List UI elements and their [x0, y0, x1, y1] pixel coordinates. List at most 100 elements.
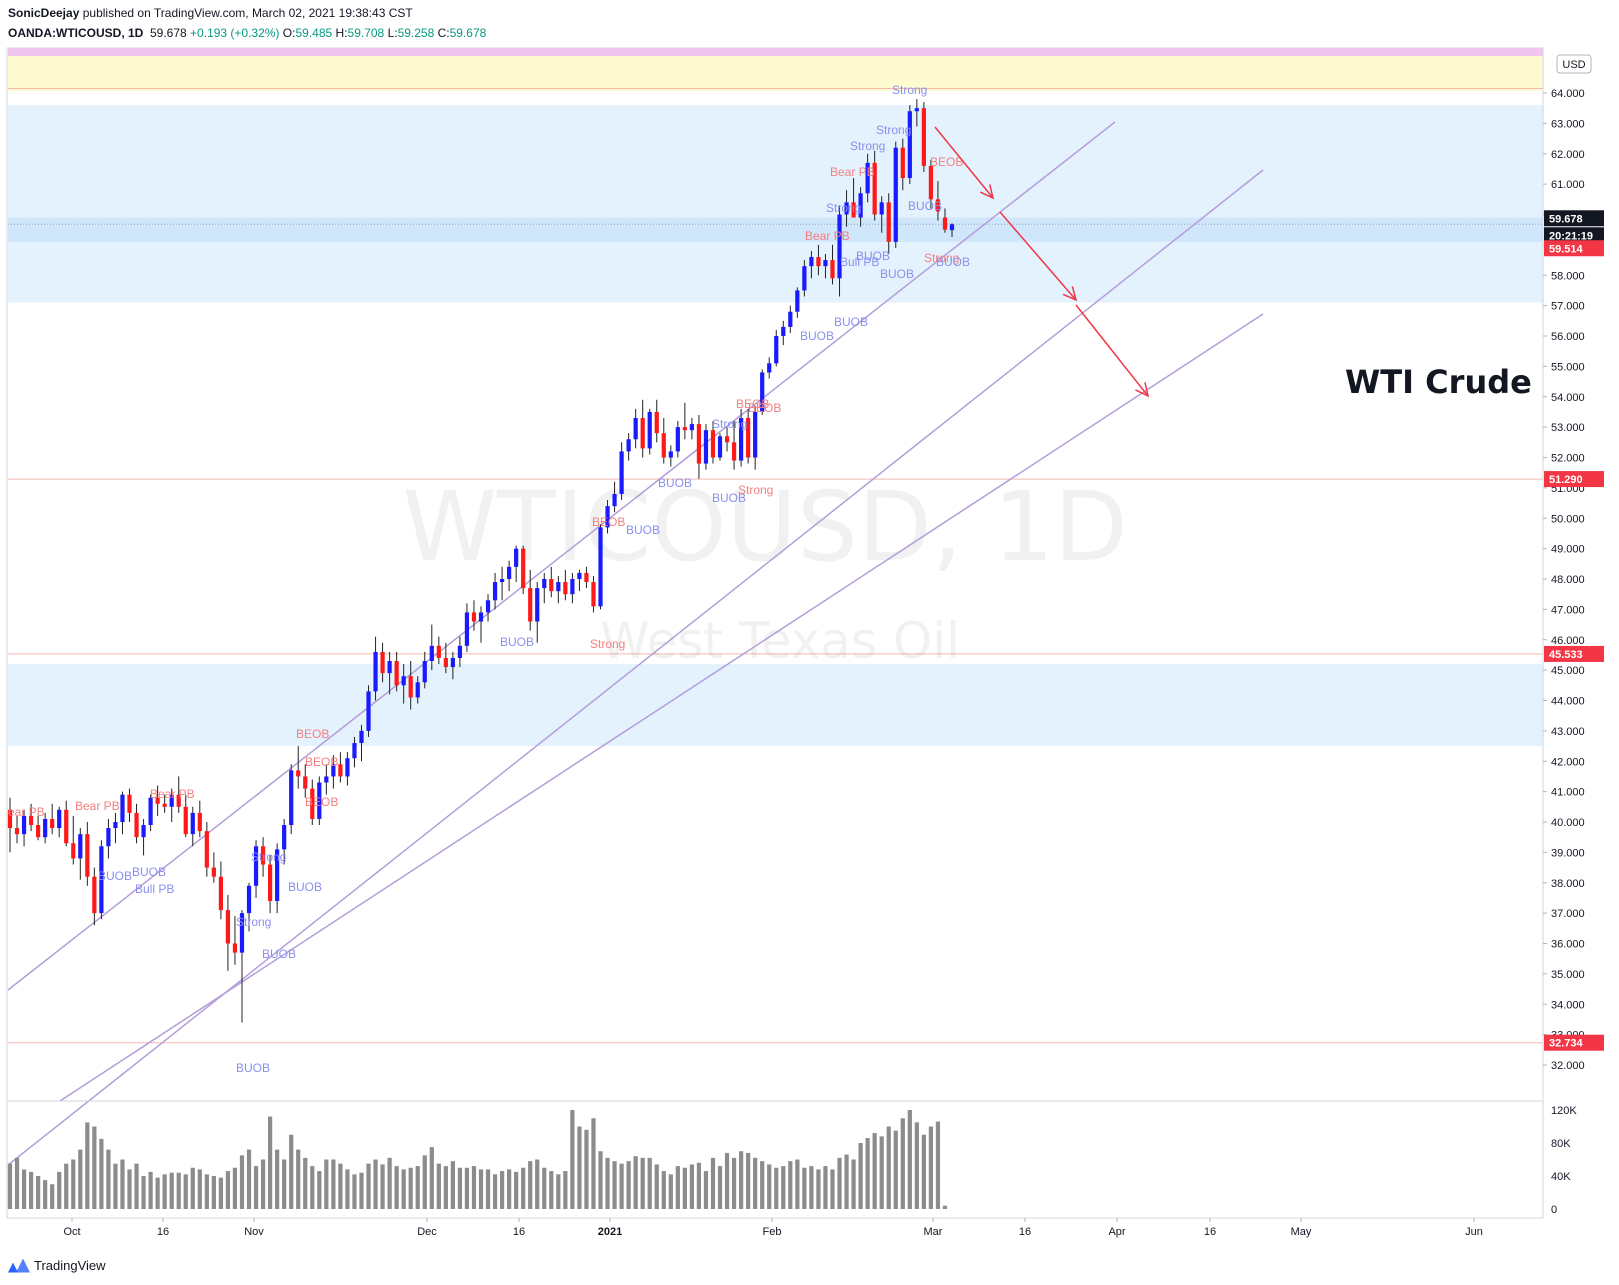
- pattern-label: Strong: [924, 251, 959, 265]
- candle: [886, 193, 891, 254]
- x-tick-label: 16: [513, 1226, 525, 1238]
- candle: [949, 223, 955, 238]
- pattern-label: BUOB: [834, 315, 868, 329]
- candle-body: [232, 943, 238, 953]
- candle: [837, 205, 842, 297]
- candle-body: [28, 815, 34, 826]
- volume-bar: [795, 1159, 800, 1209]
- candle: [324, 764, 329, 795]
- candle: [183, 794, 188, 838]
- author-name[interactable]: SonicDeejay: [8, 6, 80, 20]
- annotation-title[interactable]: WTI Crude: [1345, 363, 1532, 401]
- volume-bar: [570, 1110, 575, 1209]
- candle: [267, 855, 273, 914]
- pattern-label: BUOB: [880, 267, 914, 281]
- candle-body: [507, 566, 512, 579]
- candle-body: [535, 588, 540, 622]
- candle-body: [485, 600, 491, 613]
- candle-body: [296, 770, 301, 777]
- candle-body: [310, 788, 315, 819]
- volume-bar: [528, 1161, 533, 1209]
- candle: [514, 545, 519, 583]
- axis-price-bg: [1544, 645, 1604, 662]
- volume-bar: [282, 1159, 287, 1209]
- volume-bar: [661, 1171, 666, 1209]
- symbol-name[interactable]: OANDA:WTICOUSD, 1D: [8, 26, 144, 40]
- projection-arrow-0: [934, 126, 995, 200]
- candle-body: [492, 582, 498, 601]
- volume-bar: [914, 1122, 919, 1209]
- volume-bar: [197, 1169, 202, 1209]
- candle-body: [190, 812, 195, 835]
- candle-body: [795, 290, 800, 312]
- volume-bar: [760, 1161, 765, 1209]
- candle-body: [738, 418, 744, 461]
- candle: [296, 746, 301, 789]
- y-tick-label: 49.000: [1551, 544, 1585, 556]
- volume-bar: [317, 1171, 322, 1209]
- high-label: H:: [335, 26, 348, 40]
- volume-bar: [14, 1157, 20, 1209]
- pattern-label: BUOB: [288, 880, 322, 894]
- candle: [738, 408, 744, 467]
- candle-body: [176, 794, 181, 807]
- tradingview-logo[interactable]: TradingView: [8, 1258, 106, 1273]
- candle-body: [689, 424, 695, 431]
- volume-bar: [626, 1161, 631, 1209]
- candle: [492, 572, 498, 610]
- pattern-label: BUOB: [800, 329, 834, 343]
- candle-body: [338, 764, 343, 777]
- volume-bar: [612, 1161, 617, 1209]
- candle: [50, 803, 55, 835]
- candle: [851, 178, 856, 218]
- volume-bar: [774, 1167, 779, 1209]
- pattern-label: Bear PB: [150, 787, 195, 801]
- volume-bar: [246, 1149, 252, 1209]
- x-tick-label: 16: [1204, 1226, 1216, 1238]
- candle: [633, 408, 638, 449]
- candle: [317, 776, 322, 826]
- volume-bar: [71, 1159, 76, 1209]
- candle-body: [225, 910, 231, 944]
- zone-0: [8, 105, 1543, 303]
- volume-bar: [36, 1176, 41, 1209]
- volume-bar: [802, 1167, 807, 1209]
- candle-body: [612, 493, 617, 507]
- volume-bar: [753, 1157, 758, 1209]
- y-tick-label: 61.000: [1551, 179, 1585, 191]
- candle-body: [415, 682, 420, 698]
- volume-bar: [162, 1174, 167, 1209]
- candle: [471, 600, 477, 631]
- candle-body: [710, 430, 716, 458]
- candle: [450, 651, 455, 680]
- candle: [21, 809, 27, 847]
- pattern-label: BEOB: [930, 155, 963, 169]
- candle-body: [450, 657, 455, 668]
- candle: [246, 882, 252, 932]
- volume-bar: [675, 1166, 680, 1209]
- volume-bar: [401, 1169, 406, 1209]
- candle-body: [169, 794, 174, 807]
- volume-bar: [696, 1162, 702, 1209]
- pattern-label: Bear PB: [805, 229, 850, 243]
- candle-body: [401, 676, 406, 686]
- candle-body: [43, 818, 48, 838]
- volume-bar: [422, 1155, 427, 1209]
- volume-bar: [443, 1166, 448, 1209]
- candle-body: [886, 202, 891, 242]
- candle-body: [422, 661, 427, 683]
- candle: [647, 408, 652, 455]
- brand-name: TradingView: [34, 1258, 106, 1273]
- currency-button[interactable]: [1556, 54, 1592, 74]
- low-value: 59.258: [397, 26, 435, 40]
- volume-bar: [865, 1138, 870, 1209]
- volume-bar: [218, 1177, 224, 1209]
- candle: [232, 916, 238, 965]
- y-tick-label: 40.000: [1551, 817, 1585, 829]
- pattern-label: BEOB: [592, 515, 625, 529]
- candle-body: [127, 794, 132, 813]
- volume-bar: [942, 1205, 948, 1209]
- x-tick-label: Feb: [763, 1226, 782, 1238]
- volume-bar: [521, 1167, 526, 1209]
